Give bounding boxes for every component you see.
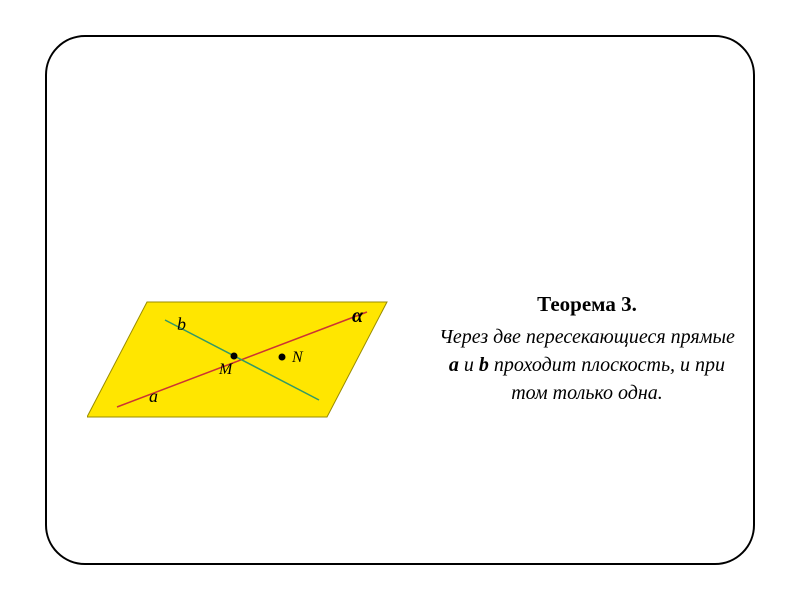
plane-alpha bbox=[87, 302, 387, 417]
theorem-body: Через две пересекающиеся прямые a и b пр… bbox=[437, 323, 737, 407]
point-n bbox=[279, 354, 286, 361]
point-m bbox=[231, 353, 238, 360]
theorem-var-a: a bbox=[449, 354, 459, 376]
theorem-body-prefix: Через две пересекающиеся прямые bbox=[439, 326, 735, 348]
label-b: b bbox=[177, 314, 186, 334]
plane-diagram: α a b M N bbox=[87, 292, 397, 432]
slide-frame: α a b M N Теорема 3. Через две пересекаю… bbox=[45, 35, 755, 565]
theorem-body-suffix: проходит плоскость, и при том только одн… bbox=[489, 354, 725, 404]
label-n: N bbox=[291, 349, 304, 366]
theorem-title: Теорема 3. bbox=[437, 292, 737, 317]
theorem-body-and: и bbox=[459, 354, 479, 376]
label-m: M bbox=[218, 361, 234, 378]
label-a: a bbox=[149, 386, 158, 406]
slide-content: α a b M N Теорема 3. Через две пересекаю… bbox=[47, 37, 753, 563]
theorem-text: Теорема 3. Через две пересекающиеся прям… bbox=[437, 292, 737, 407]
label-alpha: α bbox=[352, 305, 364, 327]
theorem-var-b: b bbox=[479, 354, 489, 376]
